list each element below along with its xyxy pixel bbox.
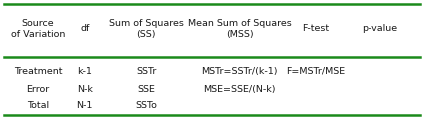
Text: df: df (80, 24, 89, 33)
Text: SSTo: SSTo (135, 101, 157, 110)
Text: k-1: k-1 (77, 67, 92, 76)
Text: Source
of Variation: Source of Variation (11, 19, 65, 39)
Text: SSE: SSE (137, 85, 155, 94)
Text: SSTr: SSTr (136, 67, 156, 76)
Text: Treatment: Treatment (14, 67, 62, 76)
Text: F=MSTr/MSE: F=MSTr/MSE (286, 67, 346, 76)
Text: N-k: N-k (77, 85, 93, 94)
Text: Sum of Squares
(SS): Sum of Squares (SS) (109, 19, 184, 39)
Text: F-test: F-test (302, 24, 329, 33)
Text: MSTr=SSTr/(k-1): MSTr=SSTr/(k-1) (201, 67, 278, 76)
Text: Error: Error (27, 85, 50, 94)
Text: p-value: p-value (362, 24, 397, 33)
Text: N-1: N-1 (77, 101, 93, 110)
Text: MSE=SSE/(N-k): MSE=SSE/(N-k) (204, 85, 276, 94)
Text: Total: Total (27, 101, 49, 110)
Text: Mean Sum of Squares
(MSS): Mean Sum of Squares (MSS) (188, 19, 291, 39)
